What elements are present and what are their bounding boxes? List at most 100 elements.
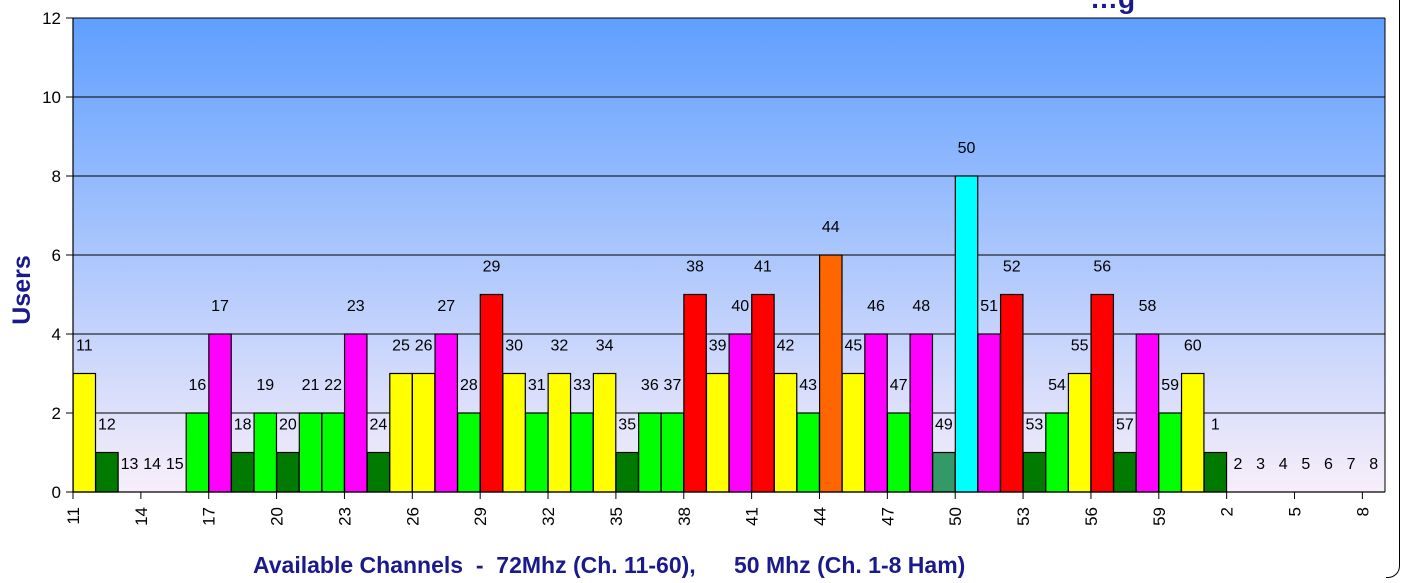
data-label: 49	[935, 417, 953, 434]
bar	[524, 412, 549, 493]
bar	[954, 175, 979, 493]
x-tick-label: 50	[946, 507, 965, 526]
x-tick-label: 32	[539, 507, 558, 526]
data-label: 11	[76, 338, 93, 355]
x-tick-label: 53	[1014, 507, 1033, 526]
bar	[185, 412, 210, 493]
bar	[502, 372, 526, 493]
data-label: 37	[664, 377, 682, 394]
bar	[660, 412, 685, 493]
data-label: 51	[980, 298, 998, 315]
x-tick-label: 44	[810, 507, 829, 526]
bar	[366, 451, 391, 493]
bar	[909, 333, 934, 493]
data-label: 17	[211, 298, 229, 315]
bar	[230, 451, 255, 493]
y-tick-label: 8	[52, 167, 61, 186]
bar	[751, 293, 775, 493]
bar	[434, 333, 459, 493]
data-label: 27	[437, 298, 455, 315]
frame-right-edge	[1386, 0, 1400, 578]
data-label: 40	[731, 298, 749, 315]
bar	[1067, 372, 1092, 493]
y-axis-title: Users	[8, 255, 36, 325]
bar	[977, 333, 1001, 493]
x-tick-label: 8	[1353, 507, 1372, 516]
data-label: 4	[1279, 456, 1288, 473]
bar	[999, 293, 1024, 493]
bar	[773, 372, 798, 493]
bar	[818, 254, 843, 493]
x-tick-label: 29	[471, 507, 490, 526]
data-label: 31	[528, 377, 546, 394]
x-tick-label: 38	[675, 507, 694, 526]
data-label: 15	[166, 456, 184, 473]
y-tick-label: 2	[52, 404, 61, 423]
y-tick-label: 0	[52, 483, 61, 502]
bar	[389, 372, 413, 493]
data-label: 38	[686, 259, 704, 276]
data-label: 13	[121, 456, 139, 473]
data-label: 52	[1003, 259, 1021, 276]
bar	[547, 372, 572, 493]
x-tick-label: 35	[607, 507, 626, 526]
data-label: 50	[958, 140, 976, 157]
data-label: 36	[641, 377, 659, 394]
data-label: 21	[302, 377, 320, 394]
data-label: 34	[596, 338, 614, 355]
x-tick-label: 47	[878, 507, 897, 526]
bar	[638, 412, 662, 493]
bar	[208, 333, 232, 493]
bar	[1180, 372, 1205, 493]
bar	[1045, 412, 1069, 493]
bar	[479, 293, 504, 493]
data-label: 26	[415, 338, 433, 355]
data-label: 32	[550, 338, 568, 355]
data-label: 22	[324, 377, 342, 394]
y-tick-label: 4	[52, 325, 61, 344]
data-label: 46	[867, 298, 885, 315]
bar	[1022, 451, 1047, 493]
data-label: 44	[822, 219, 840, 236]
data-label: 24	[369, 417, 387, 434]
bar	[570, 412, 594, 493]
bar	[864, 333, 888, 493]
data-label: 23	[347, 298, 365, 315]
bar	[298, 412, 323, 493]
data-label: 59	[1161, 377, 1179, 394]
y-tick-label: 12	[42, 9, 61, 28]
x-axis-title: Available Channels - 72Mhz (Ch. 11-60), …	[253, 552, 965, 578]
data-label: 47	[890, 377, 908, 394]
x-tick-label: 17	[200, 507, 219, 526]
data-label: 60	[1184, 338, 1202, 355]
data-label: 18	[234, 417, 252, 434]
data-label: 3	[1256, 456, 1265, 473]
bar	[615, 451, 640, 493]
data-label: 41	[754, 259, 772, 276]
x-tick-label: 14	[132, 507, 151, 526]
data-label: 53	[1025, 417, 1043, 434]
data-label: 48	[912, 298, 930, 315]
bar	[1158, 412, 1182, 493]
bar	[95, 451, 119, 493]
data-label: 14	[143, 456, 161, 473]
data-label: 7	[1347, 456, 1356, 473]
bar	[705, 372, 730, 493]
data-label: 28	[460, 377, 478, 394]
bar	[841, 372, 866, 493]
data-label: 45	[845, 338, 863, 355]
data-label: 6	[1324, 456, 1333, 473]
x-tick-label: 23	[335, 507, 354, 526]
bar	[253, 412, 278, 493]
x-tick-label: 56	[1082, 507, 1101, 526]
bar	[886, 412, 911, 493]
data-label: 19	[256, 377, 274, 394]
x-tick-label: 26	[403, 507, 422, 526]
bar	[796, 412, 820, 493]
bar	[1135, 333, 1160, 493]
data-label: 56	[1093, 259, 1111, 276]
data-label: 20	[279, 417, 297, 434]
bar	[457, 412, 481, 493]
data-label: 35	[618, 417, 636, 434]
